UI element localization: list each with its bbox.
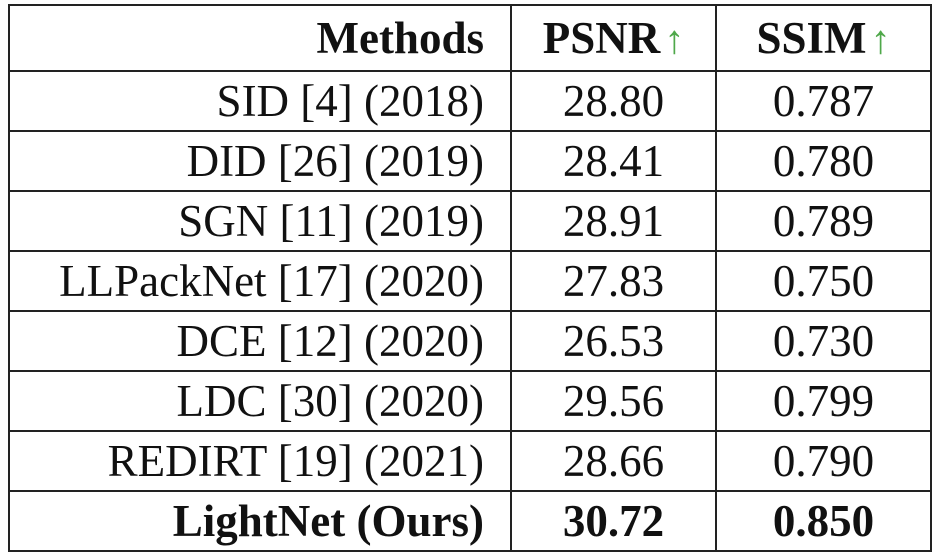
psnr-cell: 26.53 [510, 310, 717, 372]
header-psnr: PSNR ↑ [510, 4, 717, 72]
method-cell: REDIRT [19] (2021) [8, 430, 512, 492]
ssim-cell: 0.790 [715, 430, 932, 492]
table-row: DID [26] (2019) 28.41 0.780 [8, 130, 932, 192]
psnr-cell: 27.83 [510, 250, 717, 312]
ssim-cell: 0.789 [715, 190, 932, 252]
psnr-cell: 28.80 [510, 70, 717, 132]
table-row-ours: LightNet (Ours) 30.72 0.850 [8, 490, 932, 552]
ssim-cell-ours: 0.850 [715, 490, 932, 552]
header-ssim-label: SSIM [756, 12, 867, 63]
header-ssim: SSIM ↑ [715, 4, 932, 72]
psnr-cell: 29.56 [510, 370, 717, 432]
ssim-cell: 0.787 [715, 70, 932, 132]
ssim-cell: 0.780 [715, 130, 932, 192]
psnr-cell-ours: 30.72 [510, 490, 717, 552]
header-psnr-label: PSNR [542, 12, 661, 63]
results-table-container: Methods PSNR ↑ SSIM ↑ SID [4] (2018) 28.80… [8, 4, 932, 552]
table-row: LLPackNet [17] (2020) 27.83 0.750 [8, 250, 932, 312]
results-table: Methods PSNR ↑ SSIM ↑ SID [4] (2018) 28.80… [8, 4, 932, 552]
psnr-cell: 28.66 [510, 430, 717, 492]
table-row: LDC [30] (2020) 29.56 0.799 [8, 370, 932, 432]
table-row: REDIRT [19] (2021) 28.66 0.790 [8, 430, 932, 492]
method-cell: DID [26] (2019) [8, 130, 512, 192]
ssim-cell: 0.799 [715, 370, 932, 432]
up-arrow-icon: ↑ [870, 16, 891, 62]
method-cell: SID [4] (2018) [8, 70, 512, 132]
ssim-cell: 0.730 [715, 310, 932, 372]
header-methods: Methods [8, 4, 512, 72]
table-row: SID [4] (2018) 28.80 0.787 [8, 70, 932, 132]
table-row: DCE [12] (2020) 26.53 0.730 [8, 310, 932, 372]
method-cell-ours: LightNet (Ours) [8, 490, 512, 552]
header-row: Methods PSNR ↑ SSIM ↑ [8, 4, 932, 72]
method-cell: LLPackNet [17] (2020) [8, 250, 512, 312]
method-cell: DCE [12] (2020) [8, 310, 512, 372]
up-arrow-icon: ↑ [664, 16, 685, 62]
psnr-cell: 28.91 [510, 190, 717, 252]
table-row: SGN [11] (2019) 28.91 0.789 [8, 190, 932, 252]
table-header: Methods PSNR ↑ SSIM ↑ [8, 4, 932, 72]
table-body: SID [4] (2018) 28.80 0.787 DID [26] (201… [8, 70, 932, 552]
ssim-cell: 0.750 [715, 250, 932, 312]
method-cell: LDC [30] (2020) [8, 370, 512, 432]
method-cell: SGN [11] (2019) [8, 190, 512, 252]
psnr-cell: 28.41 [510, 130, 717, 192]
